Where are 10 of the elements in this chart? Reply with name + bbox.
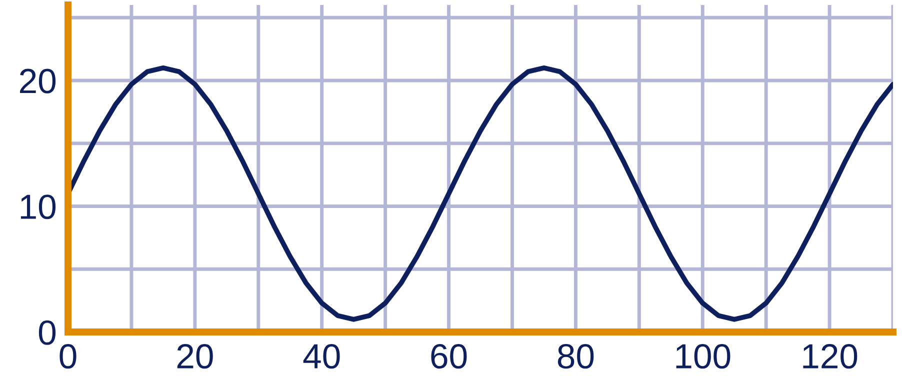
x-tick-label: 0 xyxy=(60,344,76,369)
x-tick-label: 20 xyxy=(177,344,213,369)
y-tick-label: 20 xyxy=(20,68,56,94)
x-tick-label: 60 xyxy=(431,344,467,369)
y-tick-label: 0 xyxy=(38,320,56,345)
y-tick-label: 10 xyxy=(20,194,56,220)
x-tick-label: 40 xyxy=(303,344,340,369)
x-tick-label: 80 xyxy=(558,344,594,369)
x-tick-label: 100 xyxy=(676,344,730,369)
x-tick-label: 120 xyxy=(803,344,858,369)
